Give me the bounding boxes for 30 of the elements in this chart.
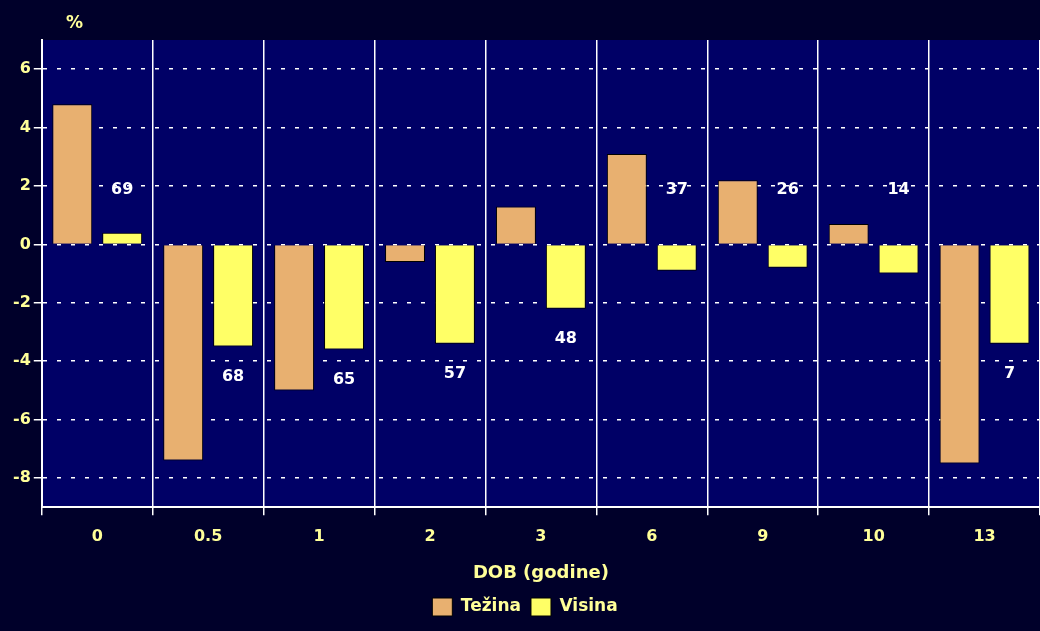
annotation: 65	[332, 368, 356, 388]
x-tick-label: 6	[646, 525, 658, 545]
x-tick-label: 13	[973, 525, 996, 545]
annotation: 26	[776, 178, 799, 198]
x-axis-title: DOB (godine)	[472, 560, 609, 582]
x-tick-label: 3	[535, 525, 547, 545]
legend-label: Visina	[559, 595, 618, 616]
x-tick-label: 0.5	[193, 525, 223, 545]
annotation: 37	[665, 178, 688, 198]
y-tick-label: -6	[12, 408, 31, 428]
annotation: 7	[1003, 362, 1016, 382]
annotation: 57	[443, 362, 467, 382]
y-axis-title: %	[66, 12, 84, 32]
y-tick-label: 2	[19, 175, 31, 195]
x-tick-label: 9	[757, 525, 769, 545]
x-tick-label: 1	[313, 525, 325, 545]
x-tick-label: 0	[91, 525, 103, 545]
annotation: 69	[111, 178, 134, 198]
y-tick-label: 4	[19, 116, 31, 136]
annotation: 48	[554, 327, 577, 347]
annotation: 68	[221, 365, 245, 385]
y-tick-label: 0	[19, 233, 31, 253]
y-tick-label: 6	[19, 58, 31, 78]
x-tick-label: 10	[862, 525, 885, 545]
y-tick-label: -8	[12, 467, 31, 487]
y-tick-label: -4	[12, 350, 31, 370]
annotation: 14	[887, 178, 910, 198]
legend-label: Težina	[460, 595, 521, 616]
y-tick-label: -2	[12, 291, 31, 311]
x-tick-label: 2	[424, 525, 436, 545]
